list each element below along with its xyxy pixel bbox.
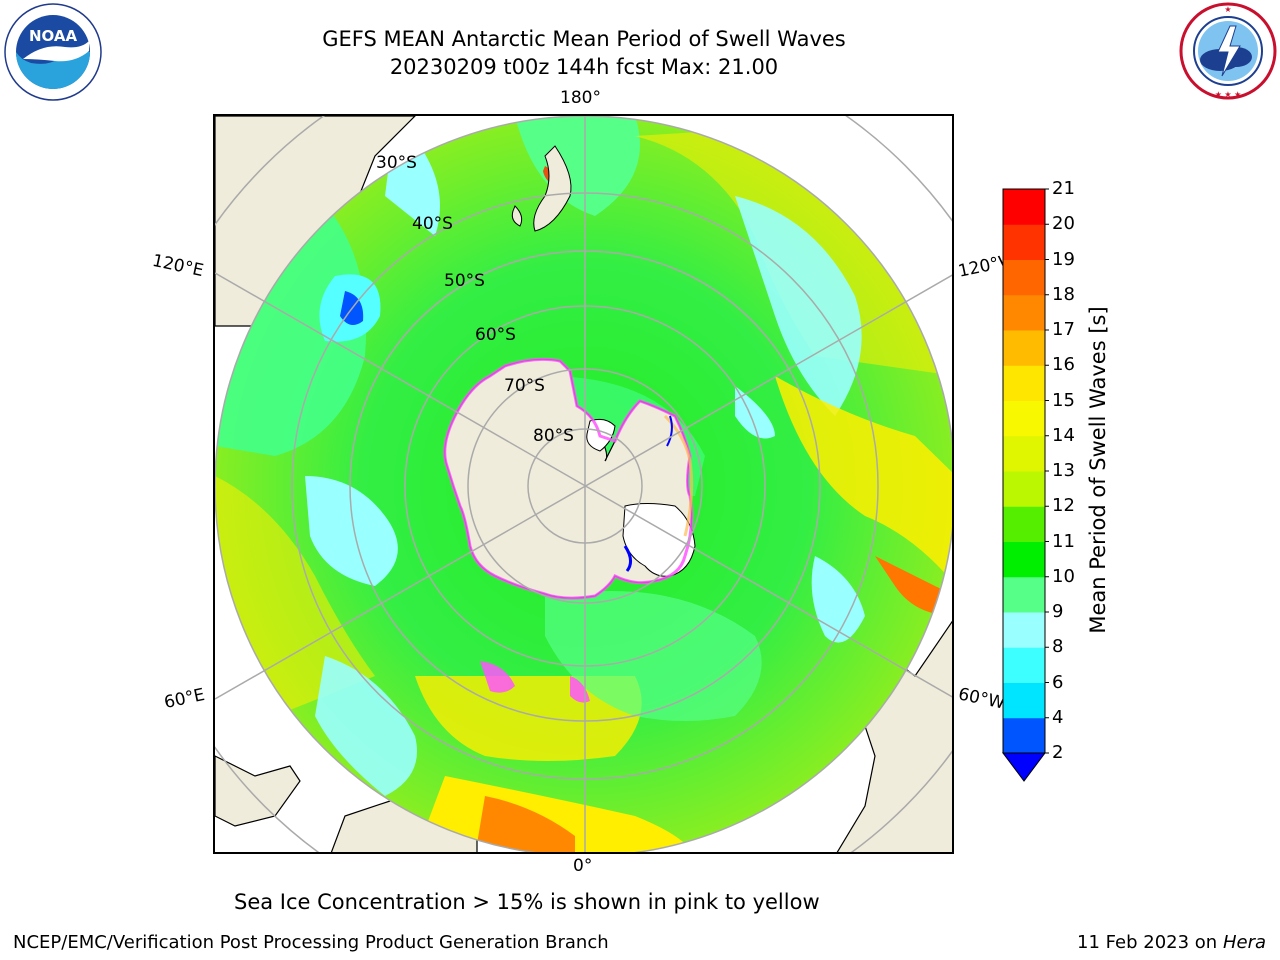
colorbar-band — [1003, 471, 1045, 507]
colorbar-tick-label: 13 — [1052, 460, 1075, 481]
svg-text:★ ★ ★: ★ ★ ★ — [1215, 90, 1242, 99]
lon-label-120e: 120°E — [150, 250, 206, 282]
nws-logo: ★ ★ ★ ★ — [1178, 2, 1278, 104]
lat-label-30s: 30°S — [376, 153, 417, 173]
colorbar-band — [1003, 365, 1045, 401]
lon-label-60e: 60°E — [162, 684, 207, 714]
footer-date: 11 Feb 2023 on — [1077, 932, 1218, 953]
colorbar-tick-label: 8 — [1052, 636, 1064, 658]
colorbar-band — [1003, 330, 1045, 366]
colorbar-band — [1003, 506, 1045, 542]
colorbar-tick-label: 19 — [1052, 248, 1075, 270]
map-subtitle: 20230209 t00z 144h fcst Max: 21.00 — [389, 55, 779, 79]
colorbar-tick-label: 6 — [1052, 671, 1064, 693]
colorbar-band — [1003, 189, 1045, 225]
colorbar-band — [1003, 435, 1045, 472]
noaa-logo: NOAA — [3, 3, 103, 105]
colorbar-band — [1003, 717, 1045, 754]
footer-branch: NCEP/EMC/Verification Post Processing Pr… — [13, 932, 609, 953]
colorbar-tick-label: 16 — [1052, 354, 1075, 376]
colorbar-under-triangle — [1002, 752, 1046, 782]
colorbar-band — [1003, 400, 1045, 437]
colorbar-band — [1003, 224, 1045, 260]
colorbar-tick-label: 4 — [1052, 706, 1064, 728]
lat-label-70s: 70°S — [504, 376, 545, 396]
colorbar-tick-label: 9 — [1052, 601, 1064, 622]
map-panel — [213, 114, 954, 854]
colorbar-tick-label: 10 — [1052, 565, 1075, 587]
colorbar-band — [1003, 576, 1045, 613]
lat-label-60s: 60°S — [475, 325, 516, 345]
colorbar-band — [1003, 294, 1045, 331]
map-title: GEFS MEAN Antarctic Mean Period of Swell… — [322, 27, 846, 51]
noaa-logo-text: NOAA — [29, 27, 78, 45]
colorbar-band — [1003, 612, 1045, 648]
lon-label-60w: 60°W — [956, 684, 1007, 714]
svg-text:★: ★ — [1224, 5, 1231, 14]
colorbar-band — [1003, 647, 1045, 683]
lon-label-0: 0° — [573, 856, 593, 876]
lon-label-180: 180° — [560, 88, 601, 108]
colorbar-tick-label: 12 — [1052, 495, 1075, 517]
colorbar-band — [1003, 259, 1045, 296]
colorbar-band — [1003, 682, 1045, 719]
colorbar-tick-label: 2 — [1052, 742, 1064, 763]
polar-map — [215, 116, 952, 852]
footer-timestamp: 11 Feb 2023 on Hera — [1077, 932, 1266, 953]
colorbar-label: Mean Period of Swell Waves [s] — [1086, 306, 1110, 634]
colorbar-tick-label: 17 — [1052, 319, 1075, 340]
new-zealand — [511, 145, 572, 232]
antarctica — [443, 357, 696, 600]
sea-ice-note: Sea Ice Concentration > 15% is shown in … — [234, 890, 820, 914]
colorbar-band — [1003, 541, 1045, 578]
lat-label-50s: 50°S — [444, 271, 485, 291]
footer-host: Hera — [1222, 932, 1266, 953]
colorbar-tick-label: 11 — [1052, 530, 1075, 552]
colorbar-tick-label: 21 — [1052, 178, 1075, 199]
colorbar-tick-label: 20 — [1052, 213, 1075, 235]
colorbar-tick-label: 18 — [1052, 283, 1075, 305]
colorbar — [1002, 188, 1049, 782]
lat-label-80s: 80°S — [533, 426, 574, 446]
colorbar-tick-label: 14 — [1052, 424, 1075, 446]
lat-label-40s: 40°S — [412, 214, 453, 234]
colorbar-tick-label: 15 — [1052, 389, 1075, 411]
graticule — [215, 116, 952, 852]
